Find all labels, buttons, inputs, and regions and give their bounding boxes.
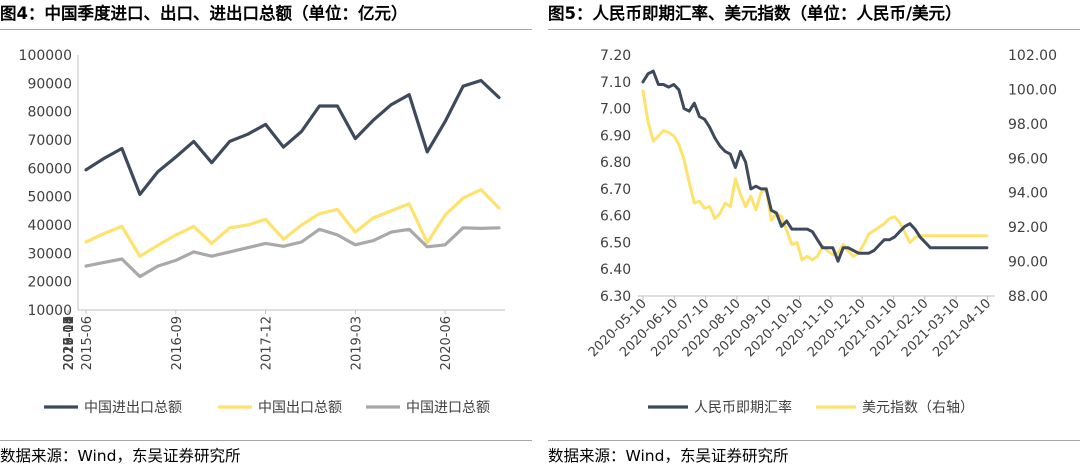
x-tick-label: 2018-10 — [62, 316, 77, 370]
source-divider — [548, 440, 1080, 441]
legend-label: 中国进口总额 — [406, 400, 490, 416]
chart-panel-fx: 图5：人民币即期汇率、美元指数（单位：人民币/美元） 7.20 7.10 7.00 6… — [548, 0, 1080, 469]
y-tick-label-right: 100.00 — [1008, 82, 1057, 98]
fx-line-chart: 7.20 7.10 7.00 6.90 6.80 6.70 6.60 6.50 6.40 6.30… — [586, 48, 1057, 416]
x-tick-label: 2020-06 — [439, 316, 454, 370]
y-tick-label-right: 96.00 — [1008, 151, 1048, 167]
x-tick-label: 2017-07 — [62, 316, 77, 370]
y-tick-label-right: 98.00 — [1008, 117, 1048, 133]
trade-line-chart: 100000 90000 80000 70000 60000 50000 40000 3000… — [19, 48, 505, 416]
x-tick-label: 2019-08 — [62, 316, 77, 370]
x-tick-label: 2015-06 — [80, 316, 95, 370]
y-tick-label-left: 6.50 — [600, 235, 631, 251]
x-tick-label: 2017-12 — [260, 316, 275, 370]
series-line-0 — [641, 69, 989, 263]
x-tick-label: 2020-11 — [62, 316, 77, 370]
y-tick-label-left: 6.90 — [600, 128, 631, 144]
legend-label: 中国进出口总额 — [84, 400, 182, 416]
chart-panel-trade: 图4：中国季度进口、出口、进出口总额（单位：亿元） 100000 90000 800… — [0, 0, 532, 469]
x-tick-label: 2017-02 — [62, 316, 77, 370]
legend-label: 人民币即期汇率 — [694, 399, 792, 416]
y-tick-label: 90000 — [27, 76, 72, 92]
y-tick-label-right: 94.00 — [1008, 186, 1048, 202]
series-line-1 — [84, 188, 501, 258]
y-tick-label: 100000 — [19, 48, 72, 64]
x-tick-label: 2016-04 — [62, 316, 77, 370]
x-tick-label: 2015-11 — [62, 316, 77, 370]
y-tick-label-left: 6.30 — [600, 289, 631, 305]
source-note: 数据来源：Wind，东吴证券研究所 — [548, 447, 789, 465]
x-tick-label: 2016-09 — [170, 316, 185, 370]
y-tick-label-left: 7.10 — [600, 75, 631, 91]
y-tick-label: 40000 — [27, 218, 72, 234]
y-tick-label-right: 88.00 — [1008, 289, 1048, 305]
source-note: 数据来源：Wind，东吴证券研究所 — [0, 447, 241, 465]
y-tick-label: 30000 — [27, 246, 72, 262]
y-tick-label-left: 6.70 — [600, 182, 631, 198]
series-line-2 — [84, 226, 501, 279]
series-line-1 — [641, 89, 989, 262]
y-tick-label-left: 6.80 — [600, 155, 631, 171]
x-tick-label: 2020-01 — [62, 316, 77, 370]
chart-title: 图5：人民币即期汇率、美元指数（单位：人民币/美元） — [548, 4, 962, 23]
y-tick-label-left: 7.00 — [600, 102, 631, 118]
y-tick-label-left: 6.60 — [600, 209, 631, 225]
y-tick-label: 60000 — [27, 161, 72, 177]
x-tick-label: 2018-05 — [62, 316, 77, 370]
legend-label: 美元指数（右轴） — [862, 400, 974, 416]
y-tick-label: 10000 — [27, 303, 72, 319]
y-tick-label: 70000 — [27, 133, 72, 149]
y-tick-label: 20000 — [27, 275, 72, 291]
y-tick-label-right: 90.00 — [1008, 255, 1048, 271]
series-line-0 — [84, 78, 501, 196]
chart-title: 图4：中国季度进口、出口、进出口总额（单位：亿元） — [0, 4, 408, 23]
y-tick-label-left: 7.20 — [600, 48, 631, 64]
y-tick-label: 80000 — [27, 105, 72, 121]
y-tick-label-right: 102.00 — [1008, 48, 1057, 64]
source-divider — [0, 440, 532, 441]
legend-label: 中国出口总额 — [258, 400, 342, 416]
title-divider — [548, 29, 1080, 30]
y-tick-label-right: 92.00 — [1008, 220, 1048, 236]
y-tick-label: 50000 — [27, 190, 72, 206]
title-divider — [0, 29, 532, 30]
y-tick-label-left: 6.40 — [600, 262, 631, 278]
x-tick-label: 2019-03 — [349, 316, 364, 370]
